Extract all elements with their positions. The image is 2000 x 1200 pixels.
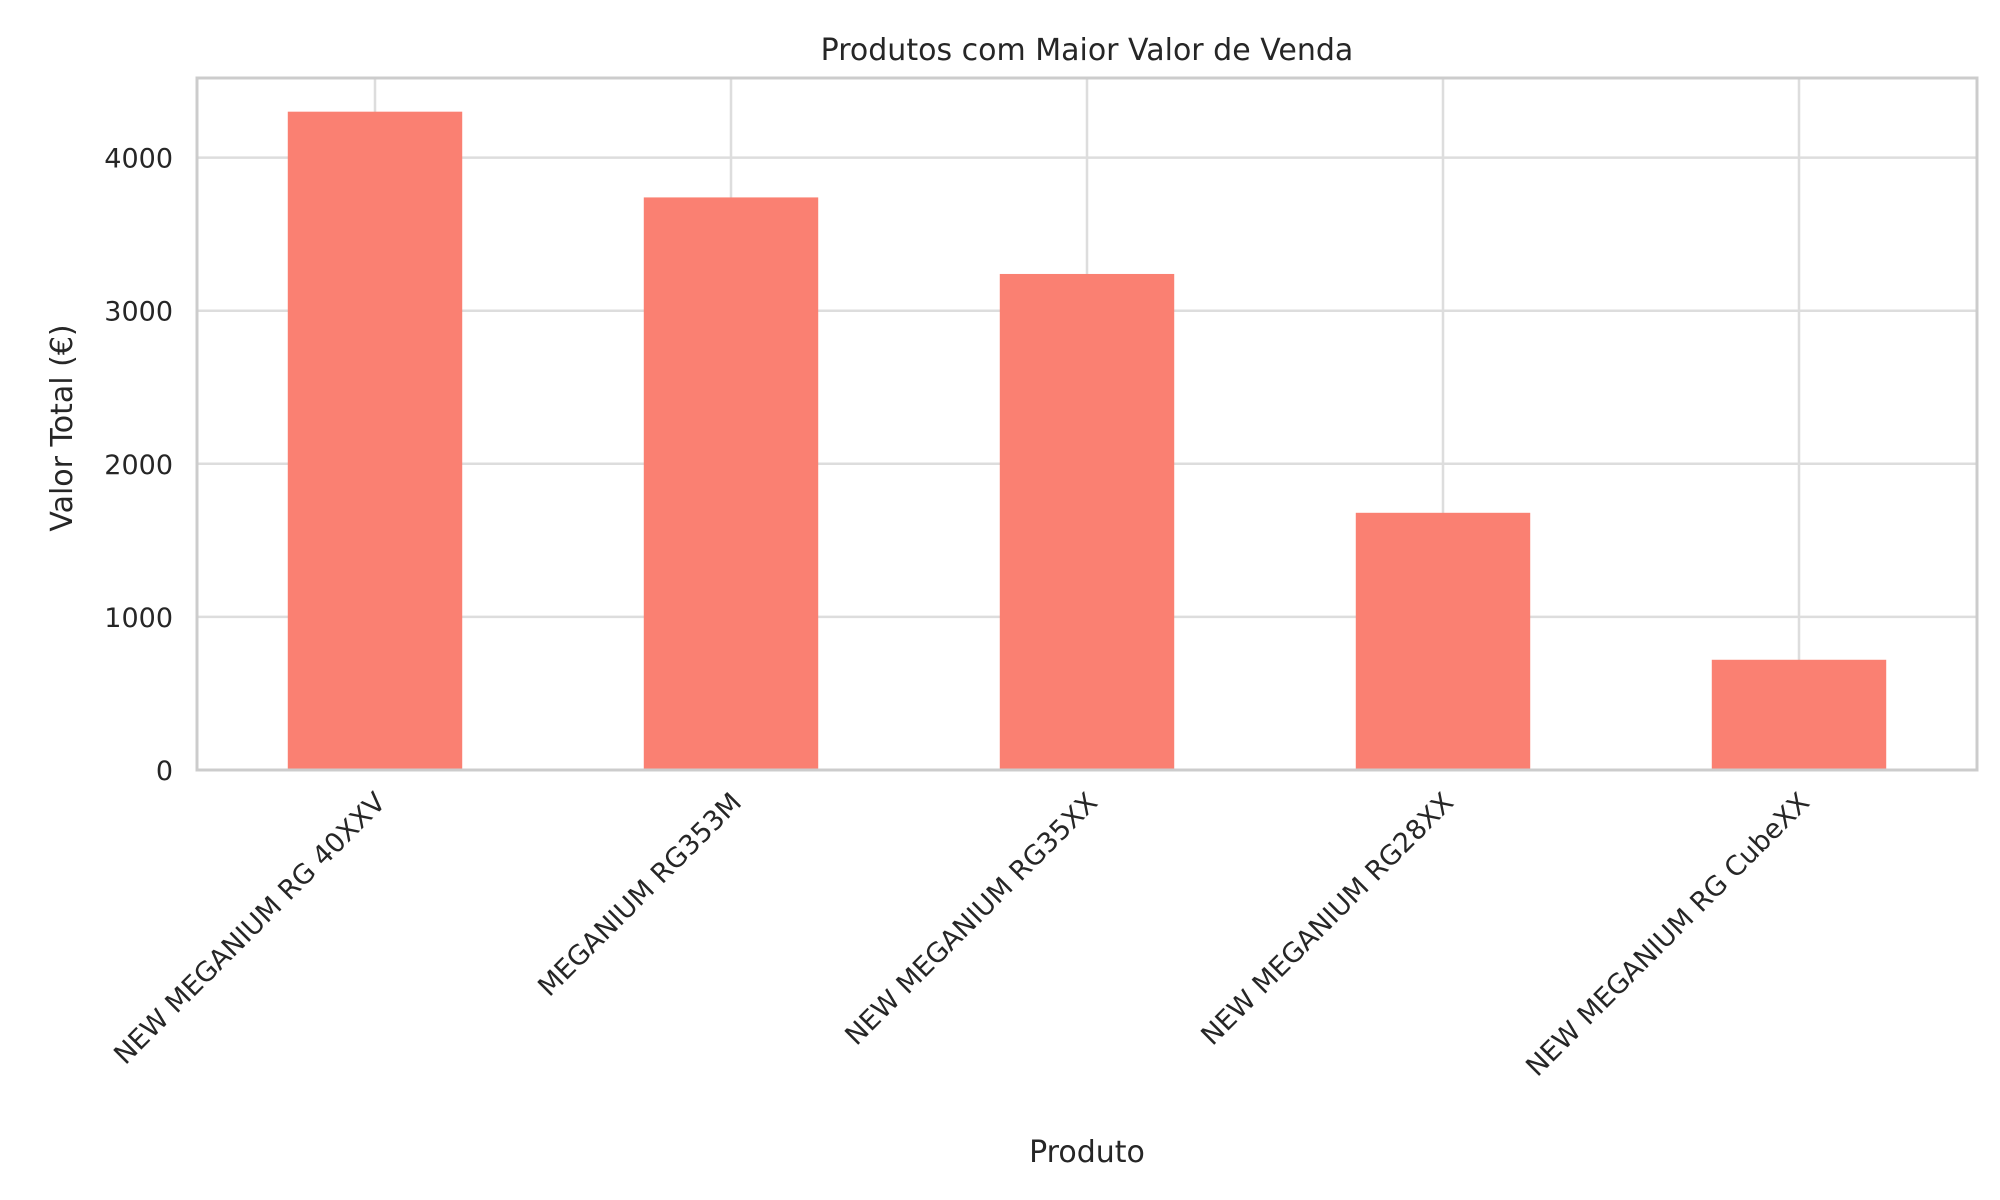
x-tick-label: NEW MEGANIUM RG CubeXX (1520, 787, 1816, 1083)
y-tick-label: 4000 (104, 144, 173, 175)
y-axis-label: Valor Total (€) (45, 324, 80, 531)
bar-3 (999, 273, 1175, 770)
x-tick-label: MEGANIUM RG353M (532, 787, 748, 1003)
y-tick-label: 3000 (104, 297, 173, 328)
x-tick-label: NEW MEGANIUM RG35XX (839, 787, 1104, 1052)
bar-2 (643, 197, 819, 771)
x-tick-label: NEW MEGANIUM RG28XX (1195, 787, 1460, 1052)
bar-5 (1711, 659, 1887, 770)
x-axis-label: Produto (1029, 1135, 1145, 1170)
x-tick-label: NEW MEGANIUM RG 40XXV (108, 787, 392, 1071)
bar-4 (1355, 512, 1531, 770)
y-tick-label: 1000 (104, 603, 173, 634)
plot-frame (195, 76, 1979, 772)
y-tick-label: 2000 (104, 450, 173, 481)
chart-title: Produtos com Maior Valor de Venda (821, 33, 1354, 68)
bar-1 (287, 111, 463, 771)
bars-layer (287, 111, 1887, 771)
y-tick-label: 0 (156, 756, 173, 787)
